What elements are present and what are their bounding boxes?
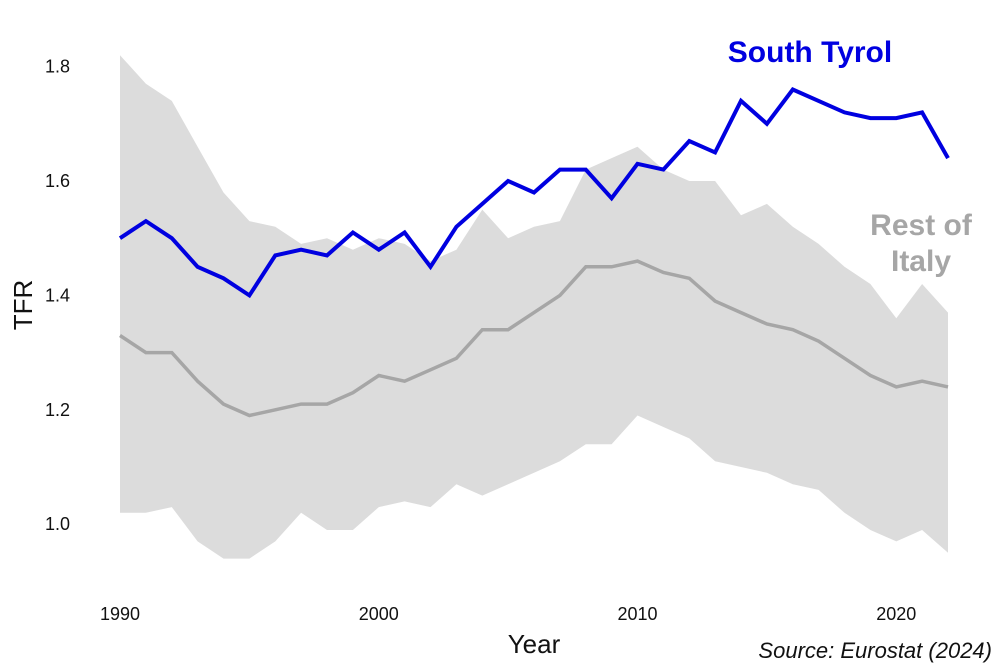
- x-axis-ticks: 1990 2000 2010 2020: [100, 604, 916, 624]
- y-axis-ticks: 1.0 1.2 1.4 1.6 1.8: [45, 57, 70, 535]
- x-tick-label: 2020: [876, 604, 916, 624]
- rest-of-italy-line: [119, 259, 949, 418]
- y-tick-label: 1.6: [45, 171, 70, 191]
- range-band-layer: [120, 55, 948, 559]
- x-axis-title: Year: [508, 629, 561, 659]
- rest-of-italy-range-band: [120, 55, 948, 559]
- rest-of-italy-label-line1: Rest of: [870, 209, 973, 242]
- y-tick-label: 1.2: [45, 400, 70, 420]
- y-tick-label: 1.0: [45, 514, 70, 534]
- y-tick-label: 1.4: [45, 285, 70, 305]
- series-lines-layer: [118, 87, 950, 418]
- south-tyrol-label: South Tyrol: [728, 36, 892, 69]
- x-tick-label: 2000: [359, 604, 399, 624]
- x-tick-label: 2010: [617, 604, 657, 624]
- y-axis-title: TFR: [8, 280, 38, 331]
- rest-of-italy-label-line2: Italy: [891, 245, 951, 278]
- source-note: Source: Eurostat (2024): [758, 638, 992, 663]
- y-tick-label: 1.8: [45, 57, 70, 77]
- x-tick-label: 1990: [100, 604, 140, 624]
- south-tyrol-line: [118, 87, 950, 299]
